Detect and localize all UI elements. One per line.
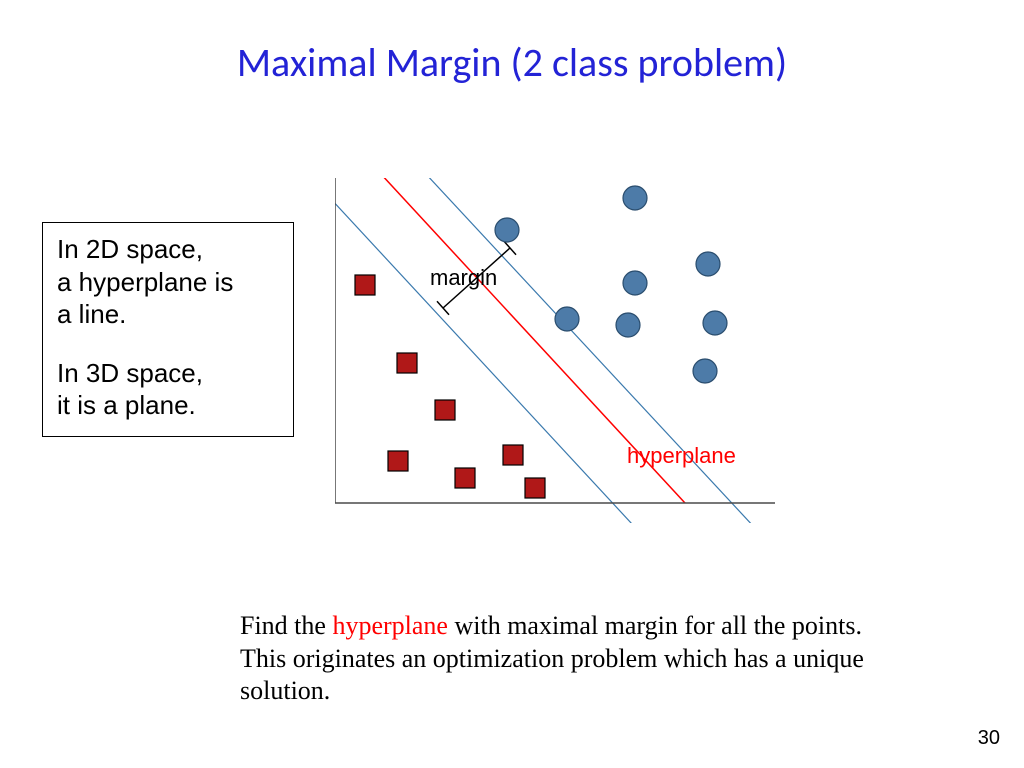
page-number-value: 30 xyxy=(978,727,1000,749)
title-text: Maximal Margin (2 class problem) xyxy=(237,38,787,87)
class-b-point xyxy=(693,359,717,383)
class-b-point xyxy=(623,271,647,295)
class-b-point xyxy=(703,311,727,335)
sidebox-line-5: it is a plane. xyxy=(57,389,279,422)
sidebox-line-4: In 3D space, xyxy=(57,357,279,390)
margin-label: margin xyxy=(430,265,497,290)
slide: Maximal Margin (2 class problem) In 2D s… xyxy=(0,0,1024,768)
class-a-point xyxy=(355,275,375,295)
page-number: 30 xyxy=(978,727,1000,750)
class-b-point xyxy=(616,313,640,337)
class-a-point xyxy=(397,353,417,373)
class-b-point xyxy=(623,186,647,210)
class-a-point xyxy=(503,445,523,465)
class-a-point xyxy=(388,451,408,471)
bottom-text: Find the hyperplane with maximal margin … xyxy=(240,610,890,708)
hyperplane-label: hyperplane xyxy=(627,443,736,468)
class-a-point xyxy=(455,468,475,488)
sidebox-line-1: In 2D space, xyxy=(57,233,279,266)
class-b-point xyxy=(555,307,579,331)
sidebox-line-3: a line. xyxy=(57,298,279,331)
class-b-point xyxy=(696,252,720,276)
sidebox: In 2D space, a hyperplane is a line. In … xyxy=(42,222,294,437)
bottom-pre: Find the xyxy=(240,611,332,640)
slide-title: Maximal Margin (2 class problem) xyxy=(0,38,1024,87)
class-a-point xyxy=(525,478,545,498)
sidebox-line-2: a hyperplane is xyxy=(57,266,279,299)
class-b-point xyxy=(495,218,519,242)
bottom-hyper: hyperplane xyxy=(332,611,448,640)
sidebox-spacer xyxy=(57,331,279,357)
svm-chart: margin hyperplane xyxy=(335,178,775,523)
class-a-point xyxy=(435,400,455,420)
